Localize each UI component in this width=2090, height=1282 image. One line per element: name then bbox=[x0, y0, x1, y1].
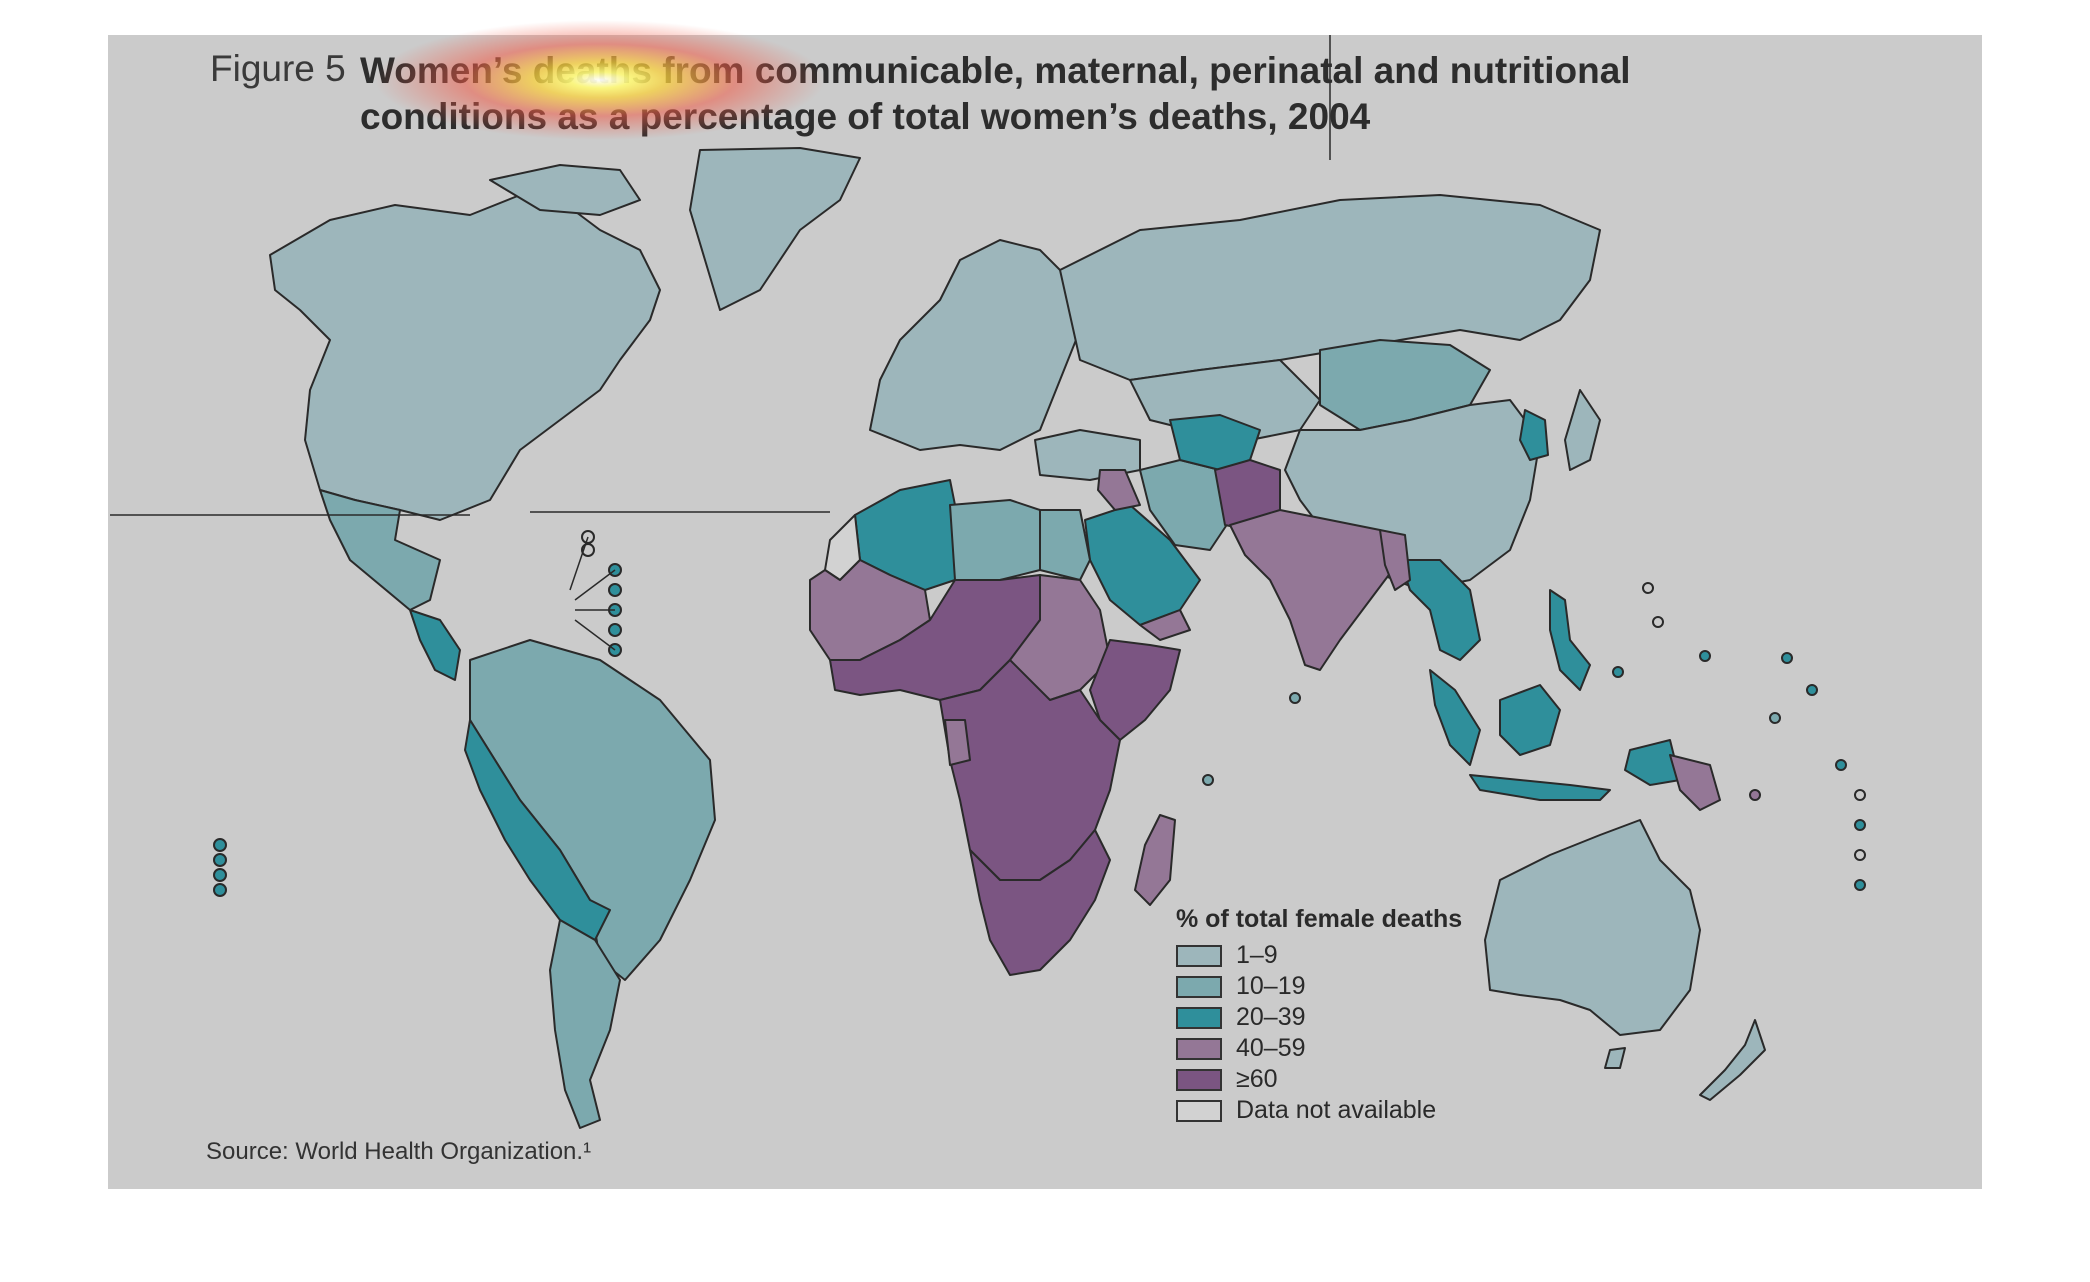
island-marker bbox=[213, 868, 227, 882]
legend-swatch bbox=[1176, 1037, 1222, 1060]
callout-line bbox=[574, 569, 616, 601]
island-marker bbox=[1202, 774, 1214, 786]
region-myanmar bbox=[1379, 529, 1411, 591]
legend-item: 1–9 bbox=[1176, 940, 1462, 971]
figure-title: Women’s deaths from communicable, matern… bbox=[360, 50, 1631, 137]
region-south-america-south bbox=[549, 919, 621, 1129]
region-korea bbox=[1519, 409, 1549, 461]
island-marker bbox=[1652, 616, 1664, 628]
region-west-africa bbox=[809, 559, 931, 661]
callout-line bbox=[569, 536, 589, 591]
island-marker bbox=[213, 883, 227, 897]
legend-swatch bbox=[1176, 944, 1222, 967]
legend-label: 10–19 bbox=[1236, 972, 1306, 1000]
region-libya bbox=[949, 499, 1041, 581]
region-india bbox=[1229, 509, 1401, 671]
island-marker bbox=[1289, 692, 1301, 704]
figure-label: Figure 5 bbox=[210, 48, 346, 89]
region-philippines bbox=[1549, 589, 1591, 691]
region-malaysia bbox=[1429, 669, 1481, 766]
island-marker bbox=[1612, 666, 1624, 678]
region-papua bbox=[1624, 739, 1681, 786]
region-horn-of-africa bbox=[1089, 639, 1181, 741]
legend-swatch bbox=[1176, 975, 1222, 998]
region-southern-africa bbox=[969, 829, 1111, 976]
island-marker bbox=[1642, 582, 1654, 594]
legend-item: 10–19 bbox=[1176, 971, 1462, 1002]
island-marker bbox=[1806, 684, 1818, 696]
island-marker bbox=[1749, 789, 1761, 801]
island-marker bbox=[1854, 789, 1866, 801]
region-mexico bbox=[319, 489, 441, 611]
callout-line bbox=[574, 619, 616, 651]
region-yemen bbox=[1139, 609, 1191, 641]
island-marker bbox=[1781, 652, 1793, 664]
legend-item: ≥60 bbox=[1176, 1064, 1462, 1095]
region-gabon bbox=[944, 719, 971, 766]
region-indonesia-south bbox=[1469, 774, 1611, 801]
island-marker bbox=[1769, 712, 1781, 724]
legend-item: 40–59 bbox=[1176, 1033, 1462, 1064]
legend-label: 20–39 bbox=[1236, 1003, 1306, 1031]
region-new-zealand bbox=[1699, 1019, 1766, 1101]
island-marker bbox=[1699, 650, 1711, 662]
region-north-america bbox=[269, 194, 661, 521]
region-madagascar bbox=[1134, 814, 1176, 906]
island-marker bbox=[608, 583, 622, 597]
region-levant bbox=[1097, 469, 1141, 511]
legend-label: 40–59 bbox=[1236, 1034, 1306, 1062]
legend-label: 1–9 bbox=[1236, 941, 1278, 969]
region-europe bbox=[869, 239, 1081, 451]
region-png bbox=[1669, 754, 1721, 811]
region-egypt bbox=[1039, 509, 1091, 581]
region-central-america bbox=[409, 609, 461, 681]
legend-label: Data not available bbox=[1236, 1096, 1437, 1124]
region-greenland bbox=[689, 147, 861, 311]
island-marker bbox=[1854, 849, 1866, 861]
island-marker bbox=[213, 853, 227, 867]
legend-title: % of total female deaths bbox=[1176, 905, 1463, 933]
region-central-africa bbox=[939, 659, 1121, 881]
island-marker bbox=[213, 838, 227, 852]
legend-item: Data not available bbox=[1176, 1095, 1462, 1126]
legend-label: ≥60 bbox=[1236, 1065, 1278, 1093]
region-australia bbox=[1484, 819, 1701, 1036]
legend: % of total female deaths 1–9 10–19 20–39… bbox=[1176, 905, 1462, 1126]
island-marker bbox=[1835, 759, 1847, 771]
region-borneo bbox=[1499, 684, 1561, 756]
region-tasmania bbox=[1604, 1047, 1626, 1069]
region-japan bbox=[1564, 389, 1601, 471]
legend-swatch bbox=[1176, 1006, 1222, 1029]
island-marker bbox=[1854, 819, 1866, 831]
legend-item: 20–39 bbox=[1176, 1002, 1462, 1033]
legend-swatch bbox=[1176, 1068, 1222, 1091]
legend-swatch bbox=[1176, 1099, 1222, 1122]
source-note: Source: World Health Organization.¹ bbox=[206, 1138, 592, 1165]
island-marker bbox=[608, 623, 622, 637]
region-southeast-asia bbox=[1399, 559, 1481, 661]
island-marker bbox=[1854, 879, 1866, 891]
